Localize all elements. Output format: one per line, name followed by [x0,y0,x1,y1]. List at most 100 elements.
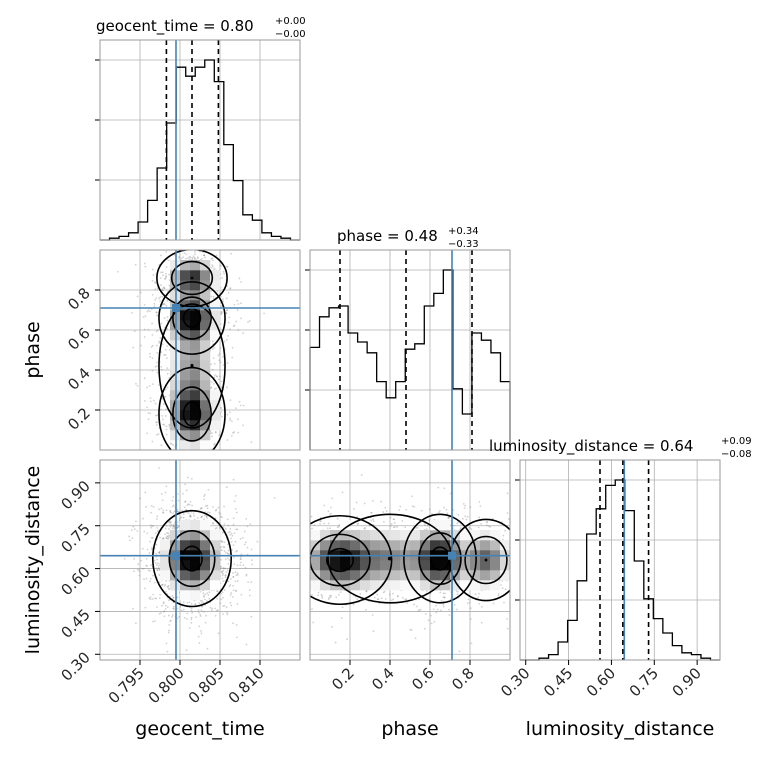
scatter-point [370,519,373,522]
density-cell [200,320,211,331]
scatter-point [156,568,159,571]
scatter-point [198,642,201,644]
scatter-point [167,535,169,538]
scatter-point [182,492,184,495]
scatter-point [273,496,276,499]
scatter-point [155,518,158,520]
panel-frame [309,249,511,451]
scatter-point [215,526,218,529]
scatter-point [144,265,147,268]
scatter-point [221,591,224,594]
scatter-point [497,593,500,595]
scatter-point [469,506,472,509]
scatter-point [183,252,186,254]
scatter-point [415,527,417,529]
scatter-point [149,598,152,601]
scatter-point [501,587,504,590]
density-cell [430,530,441,541]
scatter-point [149,540,152,543]
scatter-point [225,606,228,609]
scatter-point [150,564,153,567]
scatter-point [182,513,185,516]
scatter-point [161,288,164,290]
scatter-point [228,585,231,588]
scatter-point [199,507,202,510]
scatter-point [158,552,161,555]
density-cell [170,320,181,331]
scatter-point [192,512,195,515]
scatter-point [357,522,360,525]
density-cell [370,570,381,581]
scatter-point [406,602,409,605]
scatter-point [227,321,230,324]
scatter-point [425,528,428,530]
y-axis-label-phase: phase [22,321,44,378]
contour-ring [158,281,226,355]
scatter-point [164,348,167,351]
scatter-point [213,346,216,349]
scatter-point [229,417,232,420]
scatter-point [149,524,152,527]
density-cell [200,330,211,341]
scatter-point [132,346,135,349]
scatter-point [172,525,175,527]
scatter-point [388,593,391,596]
contour-ring [310,514,393,606]
scatter-point [236,528,239,531]
density-cell [190,360,201,371]
scatter-point [201,605,204,608]
density-cell [190,350,201,361]
density-cell [180,430,191,441]
density-cell [490,570,501,581]
scatter-point [225,486,228,489]
scatter-point [188,512,190,515]
density-cell [480,580,491,591]
scatter-point [133,557,136,560]
scatter-point [170,511,173,514]
scatter-point [212,259,214,262]
panel-2d-phase-luminosity-distance [309,459,511,661]
scatter-point [226,265,229,268]
scatter-point [228,559,231,561]
density-cell [390,560,401,571]
scatter-point [377,598,380,601]
scatter-point [153,281,156,284]
density-cell [170,340,181,351]
scatter-point [170,523,173,526]
density-cell [450,530,461,541]
scatter-point [423,522,426,525]
scatter-point [187,476,189,479]
scatter-point [383,520,385,523]
scatter-point [154,532,157,535]
title-geocent-time-minus: −0.00 [275,29,306,40]
contour-ring [158,303,226,429]
scatter-point [157,567,160,570]
scatter-point [200,609,203,612]
scatter-point [162,274,164,277]
density-cells [170,260,221,450]
scatter-point [130,529,133,532]
scatter-point [250,548,253,551]
scatter-point [117,270,119,273]
scatter-point [135,382,137,385]
scatter-point [205,614,207,617]
scatter-point [230,532,233,535]
scatter-point [405,598,408,600]
scatter-point [142,517,144,520]
scatter-point [206,504,209,507]
scatter-point [226,309,228,312]
scatter-point [244,566,247,569]
scatter-point [162,403,165,406]
title-geocent-time-plus: +0.00 [275,16,306,27]
scatter-point [152,399,155,402]
scatter-point [166,316,169,318]
scatter-point [223,523,226,526]
scatter-point [151,334,154,336]
scatter-point [225,551,227,554]
scatter-point [156,527,159,529]
scatter-point [146,565,148,567]
density-cell [190,520,201,531]
scatter-point [221,276,223,279]
scatter-point [466,602,469,605]
